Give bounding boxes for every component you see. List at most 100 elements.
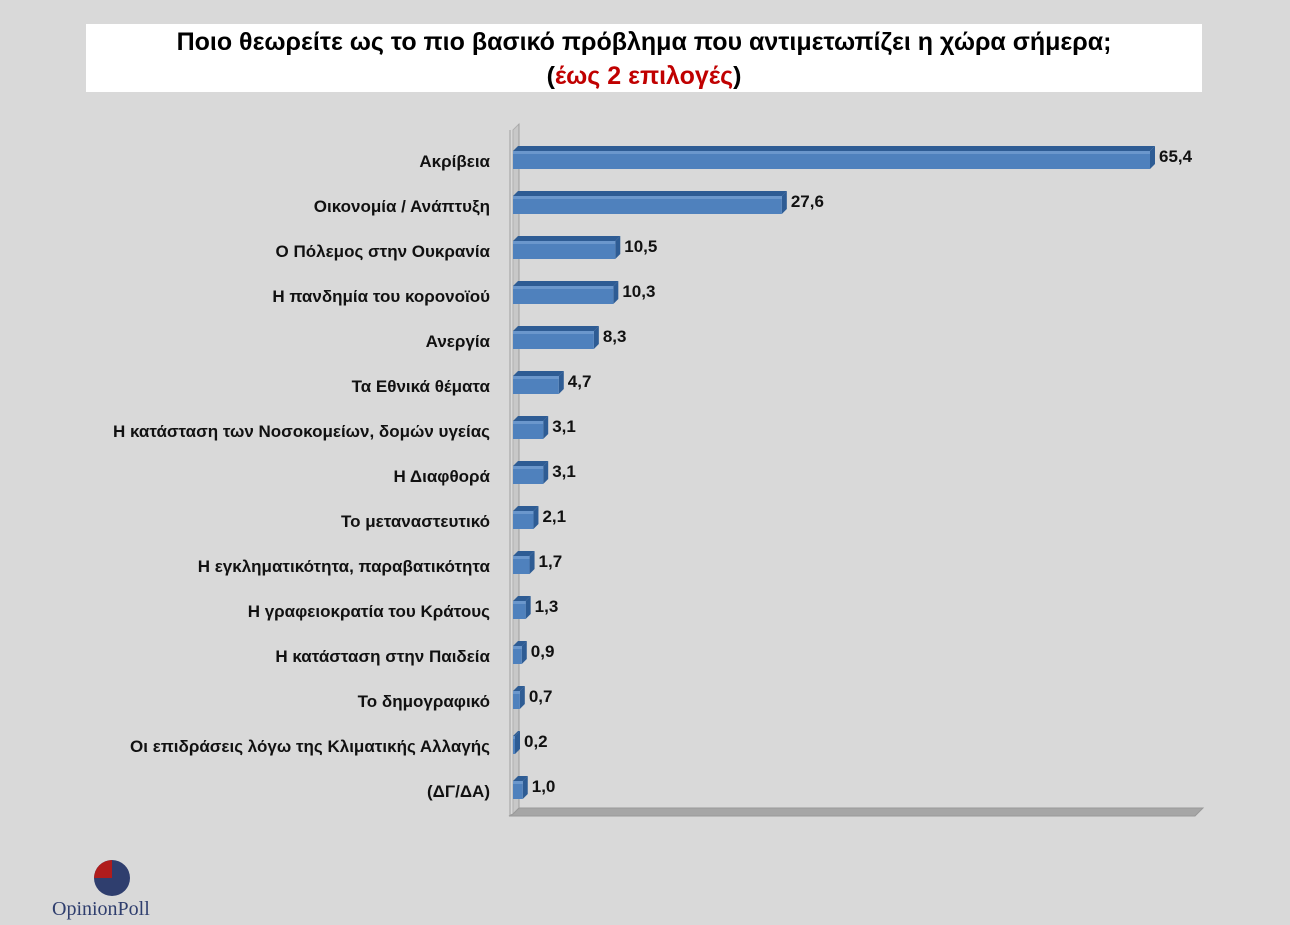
bar [513, 286, 614, 304]
subtitle-open-paren: ( [546, 62, 555, 90]
bar-highlight [513, 421, 544, 424]
category-label: Τα Εθνικά θέματα [352, 377, 491, 396]
bar-side-face [543, 416, 549, 439]
bar [513, 691, 520, 709]
category-label: Η Διαφθορά [394, 467, 491, 486]
value-label: 4,7 [568, 372, 592, 391]
bar-side-face [1150, 146, 1155, 169]
bar-top-face [513, 371, 564, 376]
value-label: 10,3 [622, 282, 655, 301]
chart-title-box: Ποιο θεωρείτε ως το πιο βασικό πρόβλημα … [86, 24, 1202, 92]
bar-highlight [513, 781, 523, 784]
category-label: Οι επιδράσεις λόγω της Κλιματικής Αλλαγή… [130, 737, 490, 756]
value-label: 0,9 [531, 642, 555, 661]
value-label: 8,3 [603, 327, 627, 346]
chart-title: Ποιο θεωρείτε ως το πιο βασικό πρόβλημα … [176, 28, 1112, 56]
category-label: Η κατάσταση των Νοσοκομείων, δομών υγεία… [113, 422, 490, 441]
value-label: 0,2 [524, 732, 548, 751]
bar-highlight [513, 511, 534, 514]
value-label: 1,3 [535, 597, 559, 616]
bar-top-face [513, 731, 520, 736]
bar-top-face [513, 686, 525, 691]
category-label: Το δημογραφικό [358, 692, 490, 711]
bar-top-face [513, 146, 1155, 151]
category-label: Ανεργία [426, 332, 491, 351]
category-label: Η πανδημία του κορονοϊού [272, 287, 490, 306]
bar [513, 196, 782, 214]
bars-group [513, 146, 1155, 799]
bar [513, 646, 522, 664]
bar-highlight [513, 331, 594, 334]
value-label: 3,1 [552, 417, 576, 436]
bar-top-face [513, 236, 621, 241]
bar-highlight [513, 466, 544, 469]
logo-text: OpinionPoll [52, 898, 150, 920]
bar-top-face [513, 551, 535, 556]
bar [513, 601, 526, 619]
bar-side-face [525, 596, 531, 619]
bar-side-face [613, 281, 619, 304]
category-label: Η κατάσταση στην Παιδεία [275, 647, 490, 666]
plot-area-frame [508, 122, 1205, 817]
bar-side-face [593, 326, 599, 349]
bar-highlight [513, 196, 782, 199]
bar [513, 151, 1150, 169]
bar-highlight [513, 691, 520, 694]
bar-side-face [615, 236, 621, 259]
bar-top-face [513, 461, 549, 466]
category-label: Η γραφειοκρατία του Κράτους [248, 602, 490, 621]
value-label: 1,7 [539, 552, 563, 571]
plot-floor [508, 807, 1205, 817]
bar [513, 421, 544, 439]
bar-highlight [513, 646, 522, 649]
category-label: Το μεταναστευτικό [341, 512, 490, 531]
category-label: Ακρίβεια [419, 152, 490, 171]
bar-side-face [522, 776, 528, 799]
opinionpoll-logo: OpinionPoll [52, 858, 192, 924]
bar-highlight [513, 376, 559, 379]
bar-side-face [558, 371, 564, 394]
chart-subtitle: (έως 2 επιλογές) [86, 62, 1202, 91]
value-label: 3,1 [552, 462, 576, 481]
category-label: Οικονομία / Ανάπτυξη [314, 197, 490, 216]
bar-side-face [781, 191, 787, 214]
bar-top-face [513, 776, 528, 781]
bar-side-face [515, 731, 520, 754]
bar-top-face [513, 506, 539, 511]
category-label: Η εγκληματικότητα, παραβατικότητα [198, 557, 491, 576]
bar-top-face [513, 281, 619, 286]
bar-top-face [513, 416, 549, 421]
value-label: 0,7 [529, 687, 553, 706]
bar [513, 556, 530, 574]
subtitle-highlight: έως 2 επιλογές [554, 62, 734, 90]
bar-side-face [521, 641, 527, 664]
category-labels: Ακρίβεια Οικονομία / Ανάπτυξη Ο Πόλεμος στ… [113, 152, 491, 801]
bar-top-face [513, 596, 531, 601]
bar [513, 466, 544, 484]
bar-side-face [529, 551, 535, 574]
bar-side-face [543, 461, 549, 484]
bar-highlight [513, 286, 614, 289]
bar-highlight [513, 151, 1150, 154]
value-label: 10,5 [624, 237, 657, 256]
bar [513, 781, 523, 799]
bar [513, 511, 534, 529]
bar-highlight [513, 556, 530, 559]
subtitle-close-paren: ) [733, 62, 742, 90]
bar-highlight [513, 736, 515, 739]
bar-side-face [533, 506, 539, 529]
value-label: 65,4 [1159, 147, 1193, 166]
category-label: (ΔΓ/ΔΑ) [427, 782, 490, 801]
bar-top-face [513, 641, 527, 646]
value-labels: 65,4 27,6 10,5 10,3 8,3 4,7 3,1 3,1 2,1 1,7 1,3 0,9… [524, 147, 1193, 796]
value-label: 27,6 [791, 192, 824, 211]
bar-highlight [513, 601, 526, 604]
bar [513, 376, 559, 394]
bar-side-face [519, 686, 525, 709]
bar-highlight [513, 241, 616, 244]
logo-circle-icon [94, 860, 130, 896]
value-label: 1,0 [532, 777, 556, 796]
category-label: Ο Πόλεμος στην Ουκρανία [276, 242, 491, 261]
bar [513, 331, 594, 349]
